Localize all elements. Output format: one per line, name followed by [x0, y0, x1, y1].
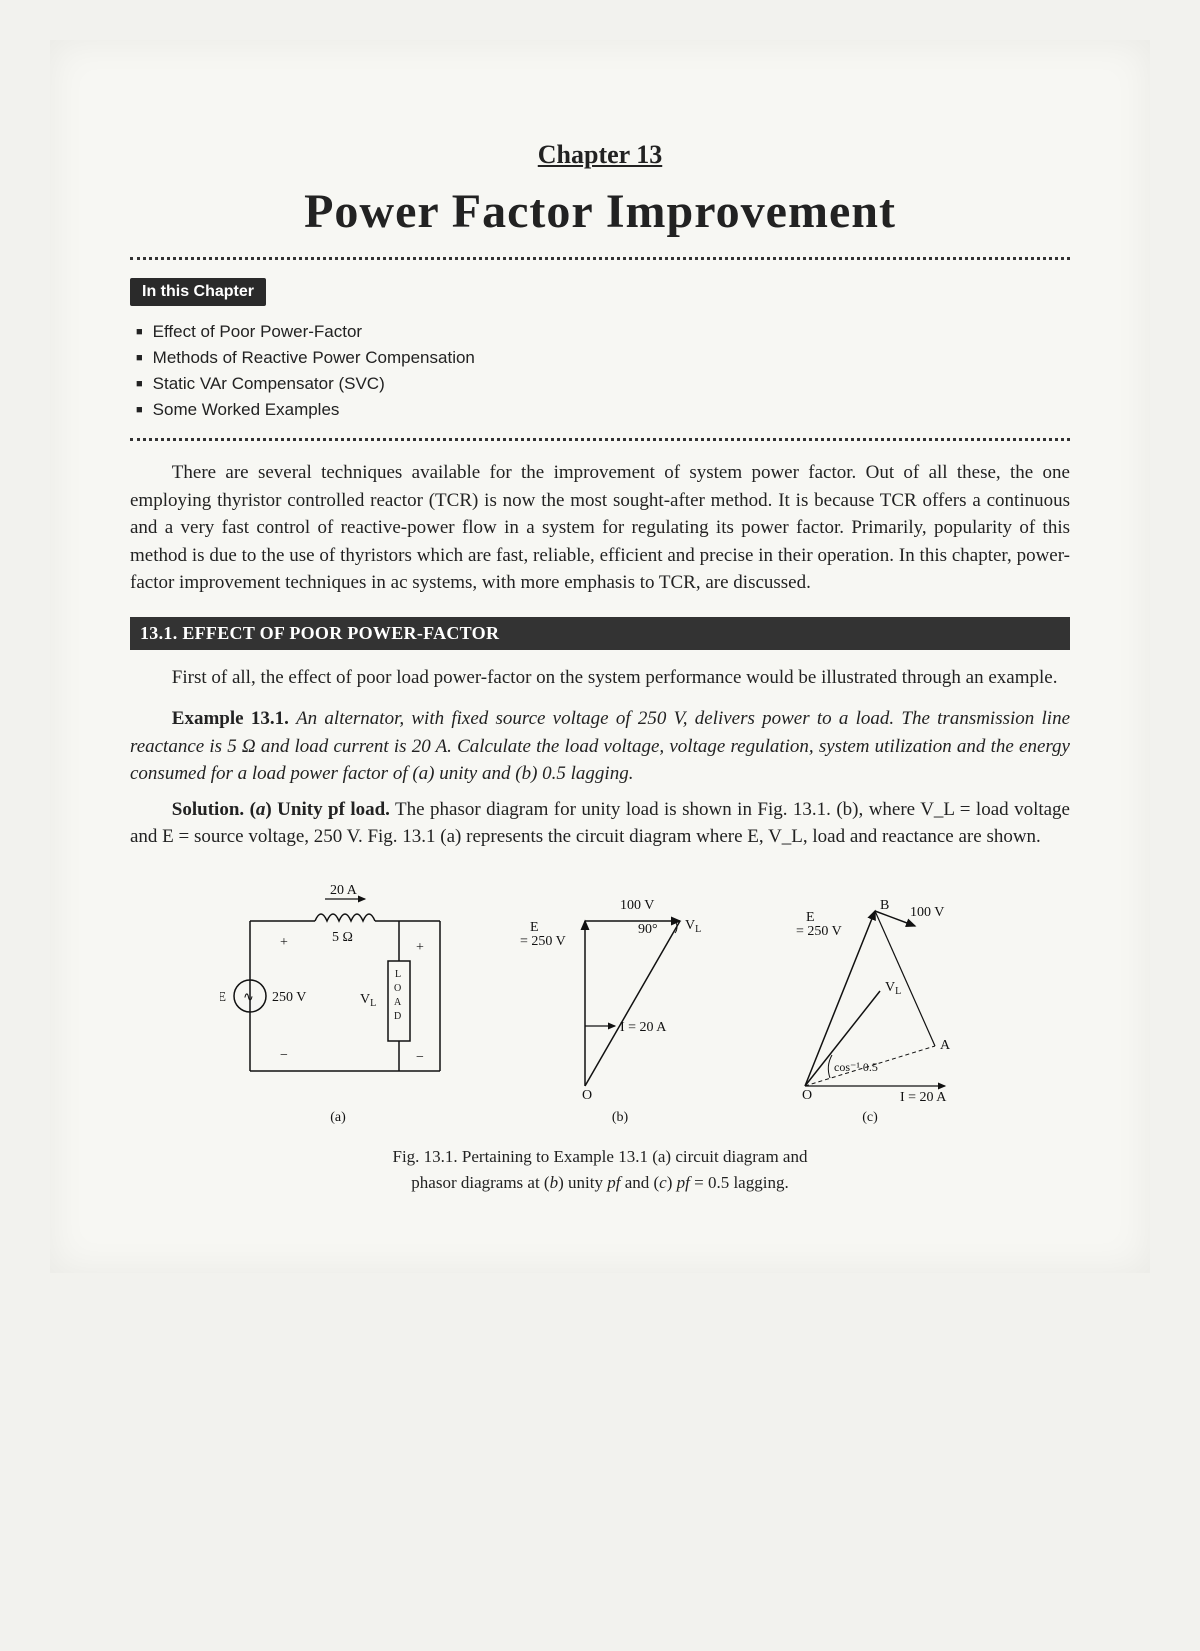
- toc-item: Some Worked Examples: [136, 400, 1070, 420]
- example-statement: Example 13.1. An alternator, with fixed …: [130, 705, 1070, 788]
- circuit-vl-label: VL: [360, 992, 376, 1009]
- svg-text:+: +: [416, 940, 424, 955]
- phasor-b-drop: 100 V: [620, 898, 654, 913]
- phasor-c-A: A: [940, 1038, 951, 1053]
- figure-caption-line1: Fig. 13.1. Pertaining to Example 13.1 (a…: [130, 1147, 1070, 1167]
- circuit-sublabel: (a): [330, 1110, 346, 1125]
- circuit-source-label: E: [220, 990, 226, 1005]
- phasor-b-VL: VL: [685, 918, 701, 935]
- circuit-reactance-label: 5 Ω: [332, 930, 353, 945]
- phasor-b-I: I = 20 A: [620, 1020, 667, 1035]
- toc-item: Methods of Reactive Power Compensation: [136, 348, 1070, 368]
- phasor-b-origin: O: [582, 1088, 592, 1103]
- section-title: EFFECT OF POOR POWER-FACTOR: [182, 623, 499, 643]
- dotted-separator-top: [130, 257, 1070, 260]
- toc-item: Effect of Poor Power-Factor: [136, 322, 1070, 342]
- svg-text:+: +: [280, 935, 288, 950]
- intro-paragraph: There are several techniques available f…: [130, 459, 1070, 597]
- phasor-c-VL: VL: [885, 980, 901, 997]
- phasor-c-origin: O: [802, 1088, 812, 1103]
- solution-part-a-lead: (a) Unity pf load.: [250, 799, 390, 820]
- section-number: 13.1.: [140, 623, 178, 643]
- svg-text:−: −: [416, 1050, 424, 1065]
- circuit-source-value: 250 V: [272, 990, 306, 1005]
- svg-text:D: D: [394, 1011, 401, 1022]
- circuit-current-label: 20 A: [330, 883, 358, 898]
- svg-text:L: L: [395, 969, 401, 980]
- toc-item: Static VAr Compensator (SVC): [136, 374, 1070, 394]
- page: Chapter 13 Power Factor Improvement In t…: [50, 40, 1150, 1273]
- figure-svg: 20 A 5 Ω ∿ E 250 V + − L O A D VL + −: [220, 871, 980, 1141]
- svg-text:O: O: [394, 983, 401, 994]
- in-this-chapter-heading: In this Chapter: [130, 278, 266, 306]
- circuit-diagram: 20 A 5 Ω ∿ E 250 V + − L O A D VL + −: [220, 883, 440, 1125]
- chapter-title: Power Factor Improvement: [130, 184, 1070, 239]
- section-heading-bar: 13.1. EFFECT OF POOR POWER-FACTOR: [130, 617, 1070, 650]
- svg-text:∿: ∿: [243, 989, 254, 1004]
- phasor-c-I: I = 20 A: [900, 1090, 947, 1105]
- phasor-b-sublabel: (b): [612, 1110, 629, 1125]
- phasor-c-E: E= 250 V: [796, 910, 842, 939]
- example-lead: Example 13.1.: [172, 708, 289, 729]
- phasor-b: O 100 V 90° E= 250 V VL I = 20 A (b): [520, 898, 701, 1125]
- figure-caption-line2: phasor diagrams at (b) unity pf and (c) …: [130, 1173, 1070, 1193]
- phasor-c-angle: cos⁻¹ 0.5: [834, 1060, 878, 1074]
- in-this-chapter-list: Effect of Poor Power-Factor Methods of R…: [136, 322, 1070, 420]
- dotted-separator-bottom: [130, 438, 1070, 441]
- solution-lead: Solution.: [172, 799, 244, 820]
- svg-text:−: −: [280, 1048, 288, 1063]
- phasor-b-angle: 90°: [638, 922, 658, 937]
- example-solution: Solution. (a) Unity pf load. The phasor …: [130, 796, 1070, 851]
- phasor-b-E: E= 250 V: [520, 920, 566, 949]
- figure-13-1: 20 A 5 Ω ∿ E 250 V + − L O A D VL + −: [130, 871, 1070, 1193]
- phasor-c-B: B: [880, 898, 889, 913]
- chapter-label: Chapter 13: [130, 140, 1070, 170]
- svg-text:A: A: [394, 997, 402, 1008]
- phasor-c-drop: 100 V: [910, 905, 944, 920]
- phasor-c-sublabel: (c): [862, 1110, 878, 1125]
- phasor-c: O B E= 250 V 100 V VL A I = 20 A: [796, 898, 951, 1125]
- section-paragraph-1: First of all, the effect of poor load po…: [130, 664, 1070, 692]
